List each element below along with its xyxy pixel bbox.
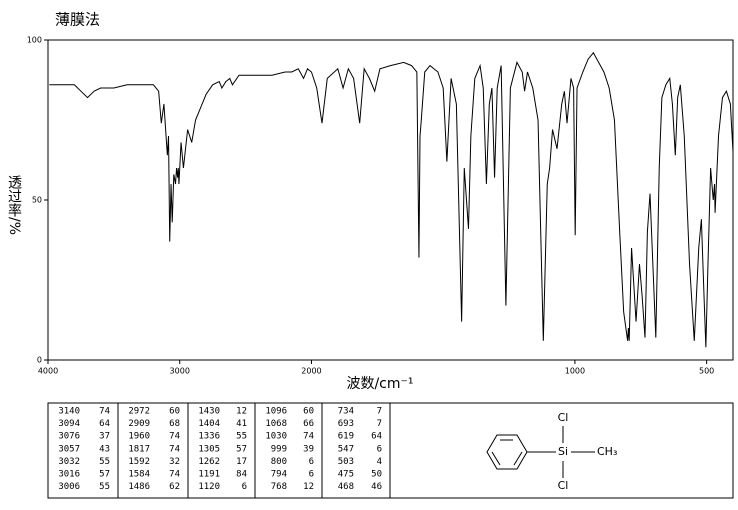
table-cell: 74: [169, 432, 180, 442]
y-tick-label: 50: [32, 196, 42, 205]
table-cell: 57: [236, 444, 247, 454]
table-cell: 1336: [198, 432, 220, 442]
table-cell: 1960: [128, 432, 150, 442]
table-cell: 64: [99, 419, 110, 429]
table-cell: 999: [271, 444, 287, 454]
atom-label: CH₃: [597, 445, 617, 458]
table-cell: 55: [236, 432, 247, 442]
table-cell: 12: [303, 482, 314, 492]
table-cell: 39: [303, 444, 314, 454]
table-dividers: [117, 403, 391, 498]
table-cell: 768: [271, 482, 287, 492]
table-cell: 1191: [198, 470, 220, 480]
table-cell: 794: [271, 470, 287, 480]
x-axis-label: 波数/cm⁻¹: [346, 376, 413, 392]
table-cell: 6: [377, 444, 382, 454]
table-cell: 3140: [58, 407, 80, 417]
table-cell: 84: [236, 470, 247, 480]
table-cell: 74: [169, 470, 180, 480]
table-cell: 547: [338, 444, 354, 454]
table-cell: 68: [169, 419, 180, 429]
table-cell: 37: [99, 432, 110, 442]
y-tick-label: 0: [37, 356, 42, 365]
table-cell: 57: [99, 470, 110, 480]
table-cell: 32: [169, 457, 180, 467]
table-cell: 17: [236, 457, 247, 467]
table-cell: 3057: [58, 444, 80, 454]
table-cell: 1305: [198, 444, 220, 454]
table-cell: 55: [99, 482, 110, 492]
atom-label: Cl: [558, 411, 569, 424]
table-cell: 619: [338, 432, 354, 442]
table-cell: 3016: [58, 470, 80, 480]
benzene-ring: [486, 426, 595, 478]
y-axis-label: 透过率/%: [6, 175, 22, 235]
x-tick-label: 1000: [565, 367, 585, 376]
table-cell: 6: [309, 457, 314, 467]
table-cell: 3032: [58, 457, 80, 467]
table-cell: 693: [338, 419, 354, 429]
x-tick-label: 3000: [170, 367, 190, 376]
table-cell: 6: [309, 470, 314, 480]
table-cell: 74: [303, 432, 314, 442]
table-cell: 2909: [128, 419, 150, 429]
table-cell: 1584: [128, 470, 150, 480]
table-cell: 800: [271, 457, 287, 467]
table-cell: 7: [377, 407, 382, 417]
atom-label: Si: [558, 445, 568, 458]
table-cell: 4: [377, 457, 382, 467]
table-cell: 66: [303, 419, 314, 429]
table-cell: 1262: [198, 457, 220, 467]
spectrum-line: [49, 51, 734, 348]
table-cell: 43: [99, 444, 110, 454]
table-cell: 1030: [265, 432, 287, 442]
x-tick-label: 2000: [301, 367, 321, 376]
table-cell: 1592: [128, 457, 150, 467]
table-cell: 60: [169, 407, 180, 417]
table-cell: 1096: [265, 407, 287, 417]
table-cell: 7: [377, 419, 382, 429]
table-cell: 62: [169, 482, 180, 492]
table-cell: 503: [338, 457, 354, 467]
table-cell: 1430: [198, 407, 220, 417]
table-cell: 41: [236, 419, 247, 429]
atom-label: Cl: [558, 479, 569, 492]
table-cell: 60: [303, 407, 314, 417]
table-cell: 55: [99, 457, 110, 467]
table-cell: 64: [371, 432, 382, 442]
y-tick-label: 100: [27, 36, 42, 45]
table-cell: 12: [236, 407, 247, 417]
table-cell: 475: [338, 470, 354, 480]
table-cell: 1486: [128, 482, 150, 492]
table-cell: 74: [169, 444, 180, 454]
table-cell: 1817: [128, 444, 150, 454]
table-cell: 3094: [58, 419, 80, 429]
table-cell: 3076: [58, 432, 80, 442]
table-cell: 1068: [265, 419, 287, 429]
table-cell: 1120: [198, 482, 220, 492]
table-cell: 6: [242, 482, 247, 492]
table-cell: 1404: [198, 419, 220, 429]
x-tick-label: 4000: [38, 367, 58, 376]
table-cell: 2972: [128, 407, 150, 417]
x-tick-label: 500: [699, 367, 714, 376]
table-cell: 74: [99, 407, 110, 417]
table-cell: 3006: [58, 482, 80, 492]
table-cell: 50: [371, 470, 382, 480]
chart-title: 薄膜法: [55, 11, 100, 29]
table-cell: 468: [338, 482, 354, 492]
table-cell: 734: [338, 407, 354, 417]
table-cell: 46: [371, 482, 382, 492]
